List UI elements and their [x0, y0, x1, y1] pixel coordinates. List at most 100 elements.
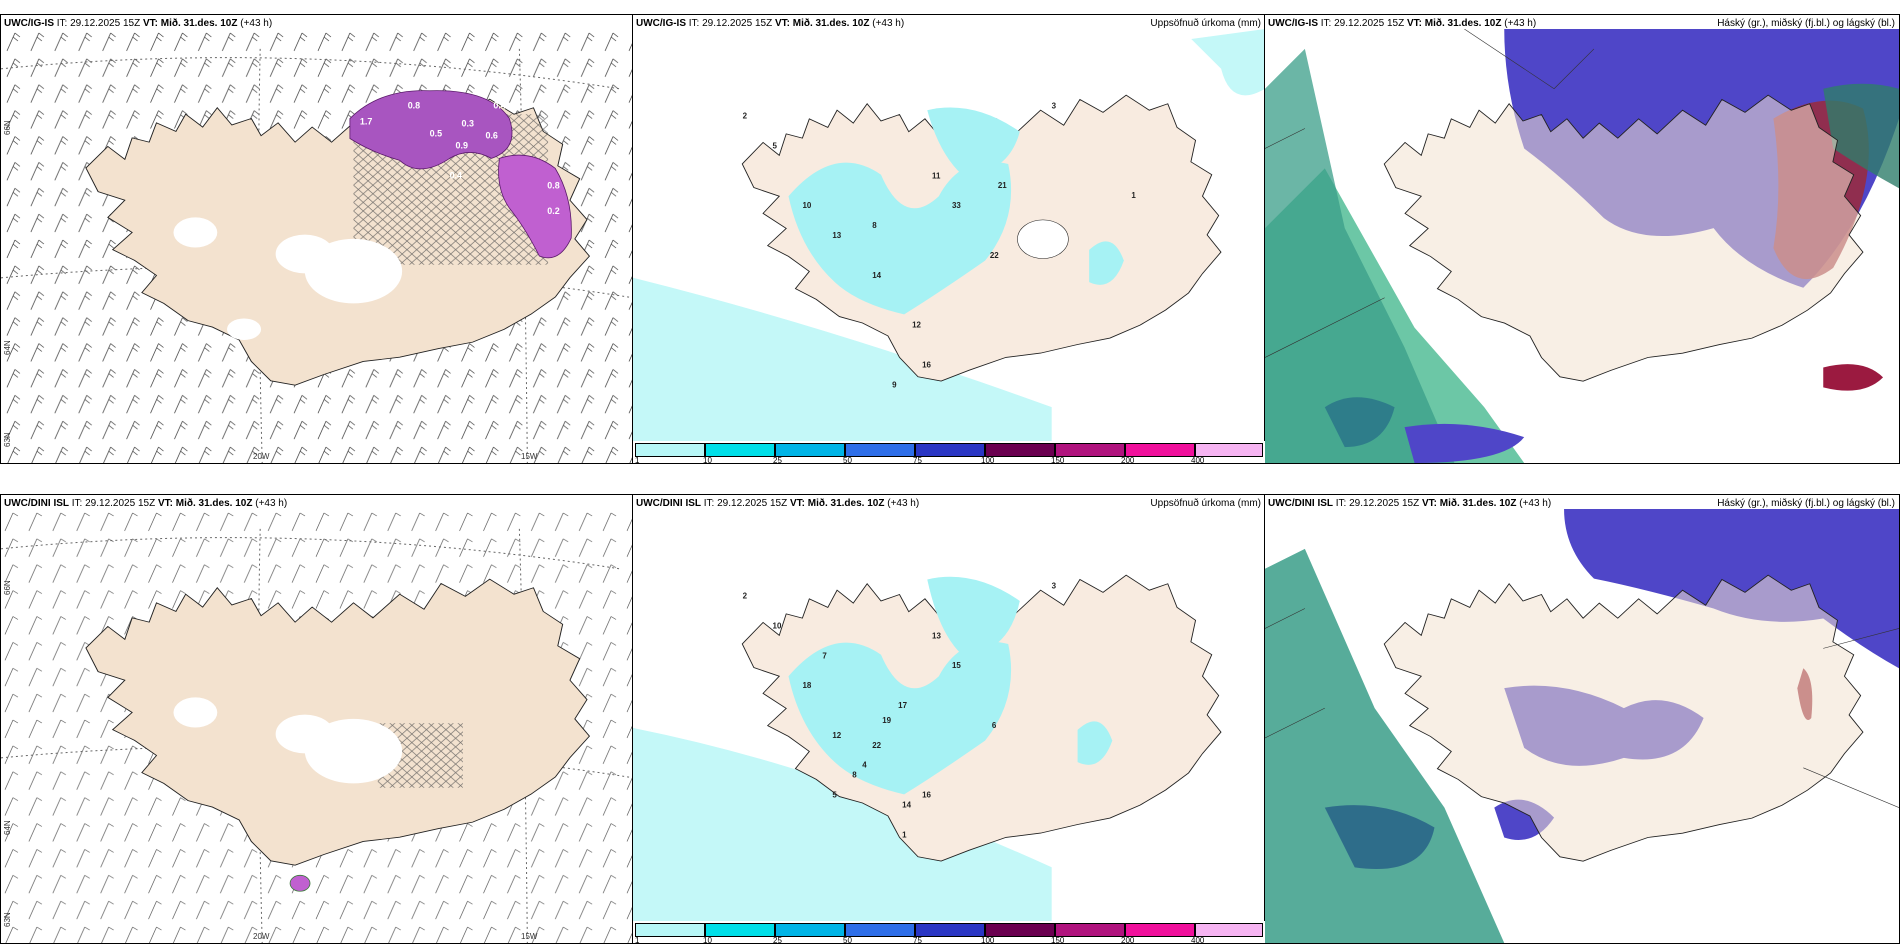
lat-label-64n: 64N	[3, 820, 12, 835]
colorbar-swatch	[775, 923, 845, 937]
precip-label: 6	[992, 721, 997, 730]
lon-label-15w: 15W	[521, 932, 538, 941]
colorbar-swatch	[985, 443, 1055, 457]
cloud-map[interactable]	[1265, 509, 1899, 943]
snow-label: 0.5	[430, 129, 442, 139]
colorbar-swatch	[845, 443, 915, 457]
precip-label: 12	[912, 321, 921, 330]
panel-header: UWC/DINI ISL IT: 29.12.2025 15Z VT: Mið.…	[1268, 498, 1552, 509]
precip-label: 21	[998, 181, 1007, 190]
colorbar-tick: 25	[773, 456, 782, 464]
colorbar-tick: 10	[703, 936, 712, 944]
panel-header: UWC/IG-IS IT: 29.12.2025 15Z VT: Mið. 31…	[1268, 18, 1537, 29]
colorbar-swatch	[1195, 443, 1263, 457]
colorbar-tick: 150	[1051, 456, 1065, 464]
snow-label: 0.4	[493, 101, 505, 111]
panel-bottom-right: UWC/DINI ISL IT: 29.12.2025 15Z VT: Mið.…	[1264, 494, 1900, 944]
colorbar-tick: 50	[843, 936, 852, 944]
lon-label-20w: 20W	[253, 452, 270, 461]
precip-label: 7	[822, 651, 827, 660]
colorbar-swatch	[985, 923, 1055, 937]
precip-label: 11	[932, 171, 941, 180]
lon-label-15w: 15W	[521, 452, 538, 461]
snow-label: 0.4	[450, 170, 462, 180]
precip-label: 16	[922, 360, 931, 369]
precip-label: 33	[952, 201, 961, 210]
precip-label: 16	[922, 791, 931, 800]
panel-bottom-left: UWC/DINI ISL IT: 29.12.2025 15Z VT: Mið.…	[0, 494, 634, 944]
colorbar-swatch	[1125, 923, 1195, 937]
precip-label: 19	[882, 716, 891, 725]
lat-label-63n: 63N	[3, 912, 12, 927]
colorbar-swatch	[635, 923, 705, 937]
colorbar-swatch	[915, 923, 985, 937]
precip-map[interactable]: 2 10 18 12 22 13 15 17 19 16 1 3 6 14 4 …	[633, 509, 1265, 921]
precip-label: 9	[892, 380, 897, 389]
colorbar-tick: 200	[1121, 936, 1135, 944]
colorbar-swatch	[1055, 923, 1125, 937]
precip-label: 1	[1131, 191, 1136, 200]
precip-label: 22	[990, 251, 999, 260]
precip-label: 14	[872, 271, 881, 280]
precip-label: 13	[832, 231, 841, 240]
precip-label: 3	[1052, 102, 1057, 111]
wind-snow-map[interactable]: 0.8 1.7 0.3 0.4 0.5 0.6 0.9 0.8 0.2 0.4	[1, 29, 633, 463]
precip-label: 3	[1052, 582, 1057, 591]
snow-label: 0.8	[408, 101, 420, 111]
snow-label: 0.6	[485, 131, 497, 141]
precip-label: 4	[862, 761, 867, 770]
panel-right-title: Háský (gr.), miðský (fj.bl.) og lágský (…	[1717, 18, 1895, 29]
colorbar-tick: 200	[1121, 456, 1135, 464]
colorbar-tick: 1	[635, 456, 640, 464]
colorbar-tick: 100	[981, 456, 995, 464]
colorbar-tick: 150	[1051, 936, 1065, 944]
precip-label: 2	[743, 592, 748, 601]
colorbar-swatch	[705, 443, 775, 457]
precip-label: 18	[802, 681, 811, 690]
colorbar-tick: 50	[843, 456, 852, 464]
precip-label: 8	[852, 771, 857, 780]
panel-header: UWC/IG-IS IT: 29.12.2025 15Z VT: Mið. 31…	[4, 18, 273, 29]
precip-label: 5	[832, 791, 837, 800]
snow-label: 0.2	[547, 206, 559, 216]
panel-top-right: UWC/IG-IS IT: 29.12.2025 15Z VT: Mið. 31…	[1264, 14, 1900, 464]
snow-depth-area: 0.8 1.7 0.3 0.4 0.5 0.6 0.9 0.8 0.2 0.4	[349, 90, 572, 259]
colorbar-tick: 10	[703, 456, 712, 464]
snow-label: 0.9	[456, 140, 468, 150]
precip-label: 13	[932, 631, 941, 640]
colorbar-swatch	[1125, 443, 1195, 457]
lat-label-66n: 66N	[3, 580, 12, 595]
precip-label: 10	[802, 201, 811, 210]
panel-top-left: UWC/IG-IS IT: 29.12.2025 15Z VT: Mið. 31…	[0, 14, 634, 464]
precip-label: 1	[902, 830, 907, 839]
wind-snow-map[interactable]	[1, 509, 633, 943]
colorbar-tick: 75	[913, 936, 922, 944]
colorbar-swatch	[845, 923, 915, 937]
colorbar-swatch	[1055, 443, 1125, 457]
lat-label-66n: 66N	[3, 120, 12, 135]
precip-label: 2	[743, 112, 748, 121]
colorbar-swatch	[915, 443, 985, 457]
panel-right-title: Háský (gr.), miðský (fj.bl.) og lágský (…	[1717, 498, 1895, 509]
panel-right-title: Uppsöfnuð úrkoma (mm)	[1150, 498, 1261, 509]
snow-label: 1.7	[360, 117, 372, 127]
colorbar-swatch	[635, 443, 705, 457]
colorbar-tick: 100	[981, 936, 995, 944]
precip-colorbar: 1 10 25 50 75 100 150 200 400	[633, 441, 1265, 463]
cloud-map[interactable]	[1265, 29, 1899, 463]
colorbar-swatch	[1195, 923, 1263, 937]
precip-map[interactable]: 2 5 10 13 14 11 33 21 22 3 1 9 16 12 8	[633, 29, 1265, 441]
precip-label: 12	[832, 731, 841, 740]
lat-label-64n: 64N	[3, 340, 12, 355]
panel-right-title: Uppsöfnuð úrkoma (mm)	[1150, 18, 1261, 29]
precip-label: 5	[773, 141, 778, 150]
panel-header: UWC/DINI ISL IT: 29.12.2025 15Z VT: Mið.…	[636, 498, 920, 509]
lon-label-20w: 20W	[253, 932, 270, 941]
precip-label: 15	[952, 661, 961, 670]
precip-label: 8	[872, 221, 877, 230]
precip-colorbar: 1 10 25 50 75 100 150 200 400	[633, 921, 1265, 943]
colorbar-tick: 1	[635, 936, 640, 944]
precip-label: 14	[902, 801, 911, 810]
panel-header: UWC/IG-IS IT: 29.12.2025 15Z VT: Mið. 31…	[636, 18, 905, 29]
colorbar-swatch	[775, 443, 845, 457]
